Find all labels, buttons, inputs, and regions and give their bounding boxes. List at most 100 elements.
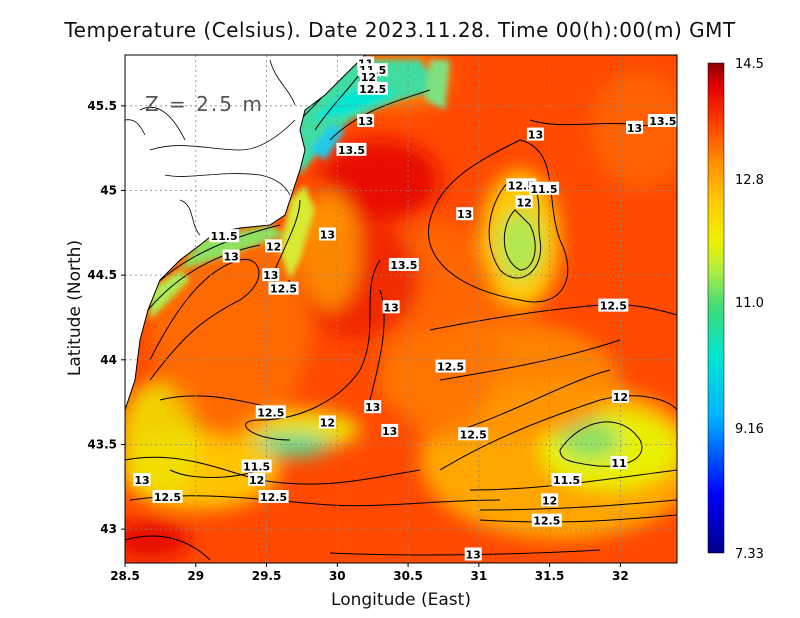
contour-label-box: [598, 298, 629, 312]
y-tick-label: 43.5: [87, 437, 117, 451]
contour-label-text: 13.5: [649, 115, 676, 128]
y-axis-label: Latitude (North): [65, 239, 85, 377]
contour-label-box: [265, 239, 283, 253]
contour-label-box: [526, 127, 544, 141]
contour-label: 13: [262, 268, 280, 282]
contour-label: 12.5: [258, 489, 289, 504]
contour-label: 13: [318, 227, 336, 241]
contour-label-text: 13: [627, 122, 642, 135]
contour-label-text: 12.5: [437, 361, 464, 374]
contour-label-box: [152, 489, 183, 503]
y-axis-ticks: 43 43.5 44 44.5 45 45.5: [87, 99, 125, 536]
contour-label-text: 11.5: [211, 230, 238, 243]
contour-label-box: [318, 415, 336, 429]
contour-label-text: 12: [613, 391, 628, 404]
contour-label-box: [551, 473, 582, 487]
y-tick-label: 45: [100, 183, 117, 197]
contour-label-text: 12.5: [260, 491, 287, 504]
contour-label-text: 13: [382, 425, 397, 438]
contour-label: 13: [357, 114, 375, 128]
contour-label-text: 12.5: [508, 179, 535, 192]
plot-frame: [124, 54, 678, 564]
y-tick-label: 44: [100, 353, 117, 367]
contour-label: 12: [318, 415, 336, 429]
contour-label-text: 11.5: [530, 183, 557, 196]
contour-label-text: 12.5: [359, 83, 386, 96]
contour-label: 12.5: [255, 405, 286, 419]
contour-label: 13: [222, 249, 240, 264]
y-tick-label: 45.5: [87, 99, 117, 113]
colorbar-tick-label: 11.0: [735, 296, 764, 311]
contour-label-text: 12: [320, 416, 335, 429]
contour-label-text: 12.5: [600, 300, 627, 313]
contour-label-text: 11.5: [243, 460, 270, 473]
contour-label: 12: [541, 493, 559, 507]
contour-label: 11.5: [209, 229, 240, 243]
y-tick-label: 44.5: [87, 268, 117, 282]
contour-label-text: 13: [528, 129, 543, 142]
contour-label-box: [388, 257, 419, 271]
contour-label-text: 12.5: [257, 406, 284, 419]
contour-label-box: [541, 493, 559, 507]
contour-label-box: [458, 427, 489, 441]
contour-label-text: 13: [466, 549, 481, 562]
contour-label-box: [241, 459, 272, 473]
contour-label: 13: [133, 473, 151, 487]
colorbar-ticks: 14.5 12.8 11.0 9.16 7.33: [735, 57, 764, 562]
contour-label-text: 13.5: [390, 259, 417, 272]
contour-label-box: [318, 227, 336, 241]
contour-label-box: [626, 120, 644, 134]
contour-label: 11.5: [241, 459, 272, 473]
contour-label-box: [255, 405, 286, 419]
land-mass: [125, 55, 366, 411]
x-axis-ticks: 28.5 29 29.5 30 30.5 31 31.5 32: [110, 563, 629, 583]
contour-label-box: [515, 195, 533, 209]
contour-label-text: 12.5: [533, 515, 560, 528]
contour-label-text: 13: [320, 228, 335, 241]
contour-label: 11: [610, 456, 628, 470]
contour-label: 12.5: [531, 513, 562, 528]
contour-label: 12: [248, 473, 266, 487]
x-tick-label: 30: [329, 569, 346, 583]
contour-label-box: [464, 547, 482, 561]
contour-label: 11.5: [551, 473, 582, 487]
x-tick-label: 30.5: [393, 569, 423, 583]
contour-label: 13: [626, 120, 644, 135]
contour-label-text: 13: [457, 208, 472, 221]
x-axis-label: Longitude (East): [331, 590, 471, 610]
contour-label-box: [528, 181, 559, 195]
contour-label-text: 11: [611, 457, 626, 470]
contour-label: 12: [515, 195, 533, 209]
x-tick-label: 29.5: [252, 569, 282, 583]
contour-label-box: [357, 114, 375, 128]
contour-label-box: [133, 473, 151, 487]
contour-label: 12: [265, 239, 283, 253]
contour-label-text: 13: [383, 301, 398, 314]
contour-label: 12.5: [268, 281, 299, 296]
contour-label-box: [610, 456, 628, 470]
contour-label-box: [262, 268, 280, 282]
contour-label-text: 13.5: [338, 144, 365, 157]
contour-label-box: [359, 70, 377, 84]
x-tick-label: 31.5: [535, 569, 565, 583]
contour-label-box: [531, 513, 562, 527]
contour-label-box: [357, 81, 388, 95]
depth-label: Z = 2.5 m: [145, 92, 264, 116]
contour-label: 13: [364, 400, 382, 414]
colorbar-tick-label: 14.5: [735, 57, 764, 72]
contour-label: 13.5: [336, 142, 367, 157]
grid-lines: [125, 55, 677, 563]
contour-label: 12.5: [506, 178, 537, 192]
contour-label-text: 12: [249, 474, 264, 487]
x-tick-label: 28.5: [110, 569, 140, 583]
contour-label-box: [382, 300, 400, 314]
contour-label-text: 12.5: [270, 283, 297, 296]
colorbar-tick-label: 7.33: [735, 547, 764, 562]
contour-label: 13.5: [388, 257, 419, 272]
contour-label-box: [258, 489, 289, 503]
contour-label-text: 13: [365, 401, 380, 414]
x-tick-label: 32: [612, 569, 629, 583]
contour-label-box: [248, 473, 266, 487]
contour-label: 13: [381, 423, 399, 438]
contour-label: 12: [611, 390, 629, 404]
